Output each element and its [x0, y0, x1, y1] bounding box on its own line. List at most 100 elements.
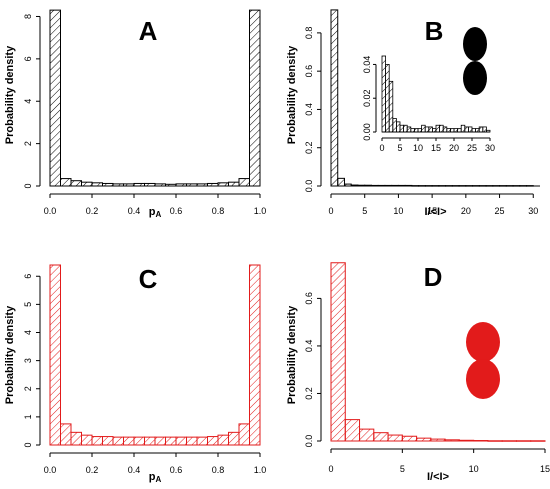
x-tick-label: 30: [528, 206, 538, 216]
x-axis-label: pA: [149, 471, 162, 484]
bar: [207, 436, 219, 446]
panel-a: 0 2 4 6 8 0.0 0.2 0.4 0.6 0.8 1.0 Probability densi…: [4, 9, 267, 219]
bar: [249, 9, 261, 187]
x-tick-label: 0.0: [44, 465, 57, 475]
y-tick-label: 1: [23, 414, 33, 419]
inset-x-tick-label: 15: [431, 143, 441, 153]
inset-bar: [431, 128, 437, 133]
panel-label: D: [424, 262, 443, 292]
bar: [401, 435, 418, 442]
x-tick-label: 20: [461, 206, 471, 216]
bar: [228, 431, 240, 446]
panel-label: B: [425, 16, 444, 46]
panel-d: 0.0 0.2 0.4 0.6 0 5 10 15 Probability density I/<…: [286, 262, 550, 483]
bar: [186, 436, 198, 446]
inset-x-tick-label: 0: [379, 143, 384, 153]
x-tick-label: 15: [540, 464, 550, 474]
y-tick-label: 0.6: [304, 65, 314, 78]
x-tick-label: 5: [362, 206, 367, 216]
inset-bar: [421, 124, 426, 133]
panel-b: 0.0 0.2 0.4 0.6 0.8 0 5 10 15 20 25 30 Probability d…: [286, 9, 540, 218]
x-tick-label: 0.8: [212, 206, 225, 216]
inset-bar: [413, 128, 419, 133]
bar: [373, 432, 389, 442]
y-tick-label: 0.0: [304, 180, 314, 193]
inset-bar: [467, 126, 473, 133]
bar: [337, 177, 345, 187]
y-tick-label: 0.4: [304, 340, 314, 353]
y-tick-label: 6: [23, 56, 33, 61]
panel-c: 0 1 2 3 4 5 6 0.0 0.2 0.4 0.6 0.8 1.0 Probability den…: [4, 264, 266, 484]
x-axis-label: pA: [149, 206, 162, 219]
y-axis-label: Probability density: [4, 305, 16, 404]
bar: [112, 436, 124, 446]
y-axis-label: Probability density: [4, 45, 16, 144]
bar: [249, 264, 261, 446]
bar: [175, 436, 187, 446]
panel-label: A: [139, 16, 158, 46]
bar: [217, 434, 229, 446]
y-tick-label: 0.4: [304, 103, 314, 116]
inset-bar: [435, 124, 440, 133]
x-tick-label: 10: [393, 206, 403, 216]
y-tick-label: 0.2: [304, 141, 314, 154]
inset-bar: [385, 64, 390, 133]
bar: [102, 436, 114, 446]
bar: [81, 434, 93, 446]
inset-bar: [403, 124, 408, 133]
y-tick-label: 0.0: [304, 435, 314, 448]
inset-bar: [442, 126, 448, 133]
inset-x-tick-label: 30: [485, 143, 495, 153]
inset-x-tick-label: 5: [397, 143, 402, 153]
y-tick-label: 0: [23, 183, 33, 188]
shape-ellipse-top: [463, 27, 487, 61]
inset-bar: [471, 128, 476, 133]
inset-bar: [406, 126, 412, 133]
inset-bar: [395, 121, 401, 133]
inset-bar: [392, 118, 397, 133]
inset-bar: [478, 126, 484, 133]
bar: [228, 181, 240, 187]
y-tick-label: 0.8: [304, 27, 314, 40]
inset-x-tick-label: 10: [413, 143, 423, 153]
bar: [60, 423, 72, 446]
x-tick-label: 0: [328, 464, 333, 474]
bar: [81, 181, 93, 187]
inset-bar: [475, 128, 480, 133]
x-tick-label: 25: [495, 206, 505, 216]
bar: [238, 178, 250, 187]
shape-ellipse-top: [466, 322, 500, 362]
inset-bar: [460, 124, 466, 133]
bar: [165, 436, 177, 446]
y-tick-label: 4: [23, 330, 33, 335]
inset-histogram: 0.00 0.02 0.04 0 5 10 15 20 25 30: [362, 55, 495, 153]
y-tick-label: 6: [23, 274, 33, 279]
x-tick-label: 0.2: [86, 206, 99, 216]
bar: [330, 262, 346, 442]
x-tick-label: 15: [427, 206, 437, 216]
inset-x-tick-label: 20: [449, 143, 459, 153]
bar: [123, 436, 135, 446]
x-tick-label: 0.2: [86, 465, 99, 475]
bar: [330, 9, 339, 187]
bar: [70, 180, 82, 187]
bar: [359, 428, 375, 442]
y-tick-label: 0.2: [304, 387, 314, 400]
x-tick-label: 0.4: [128, 206, 141, 216]
inset-y-tick-label: 0.00: [362, 123, 372, 141]
y-tick-label: 2: [23, 141, 33, 146]
x-tick-label: 1.0: [254, 206, 267, 216]
inset-bar: [381, 55, 386, 133]
bar: [196, 436, 208, 446]
bar: [238, 423, 250, 446]
x-tick-label: 0.0: [44, 206, 57, 216]
x-tick-label: 0.4: [128, 465, 141, 475]
inset-bar: [439, 124, 444, 133]
bar: [91, 436, 103, 446]
inset-bar: [417, 128, 422, 133]
bar: [344, 419, 361, 442]
y-tick-label: 8: [23, 14, 33, 19]
y-axis-label: Probability density: [286, 305, 298, 404]
bar: [70, 431, 82, 446]
